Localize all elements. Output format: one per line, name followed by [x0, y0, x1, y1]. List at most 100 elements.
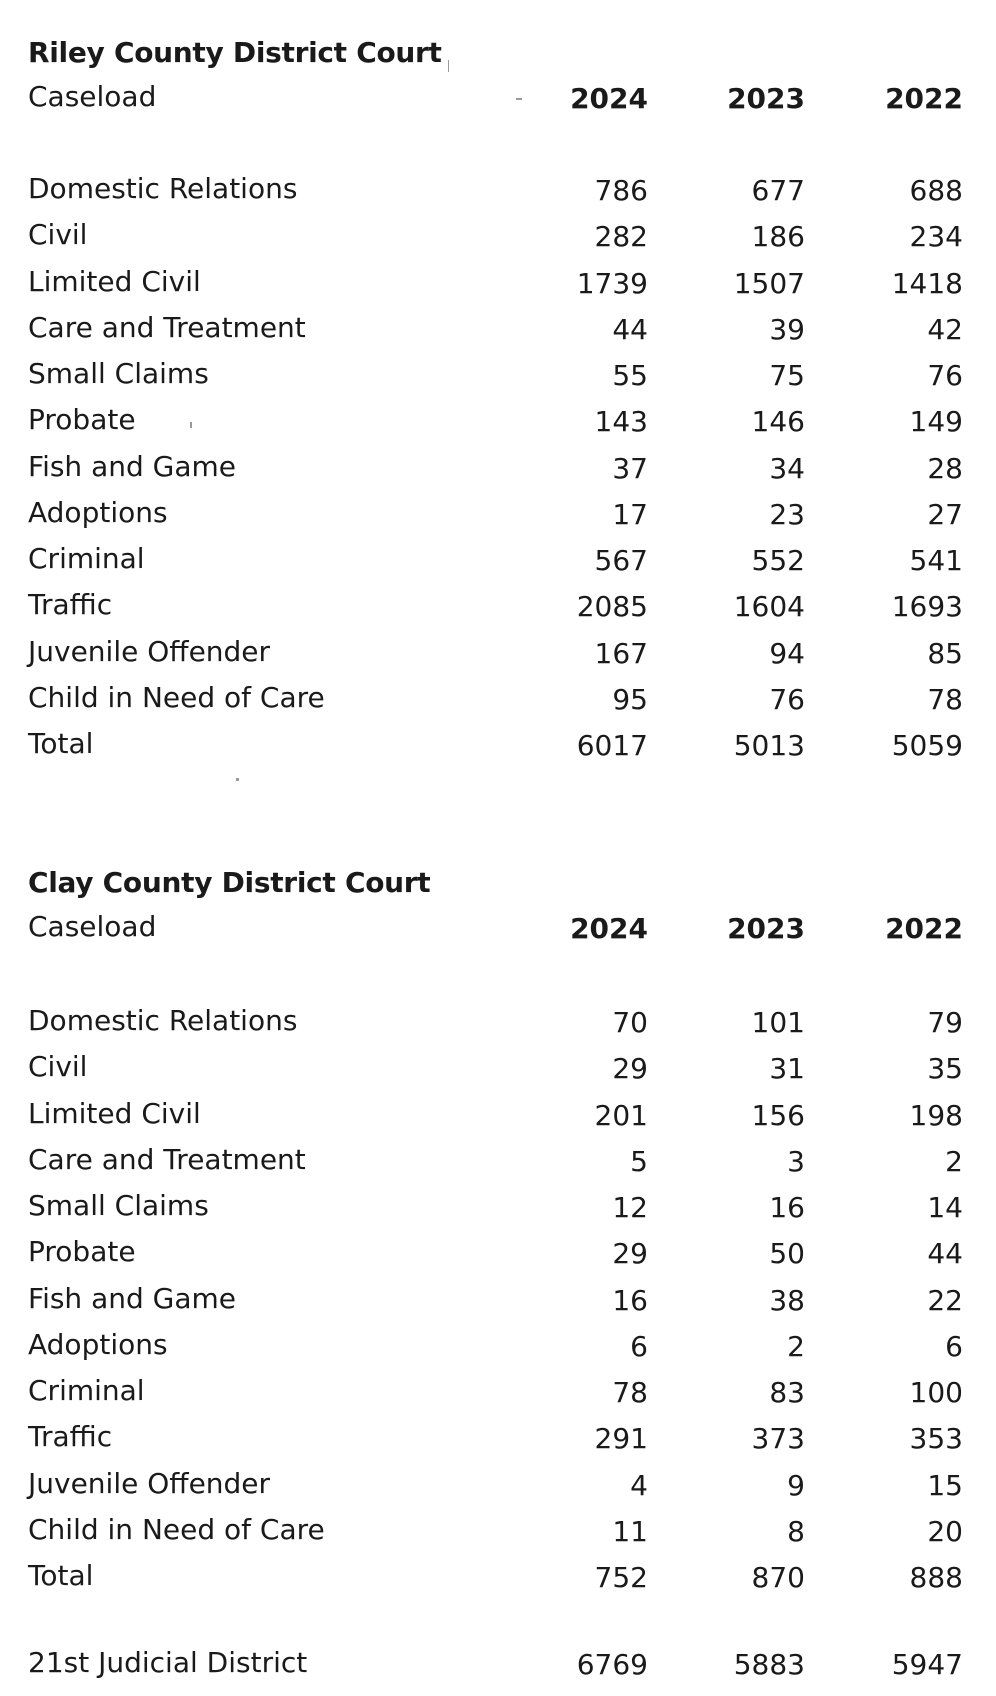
- cell-2024: 167: [594, 636, 648, 670]
- table-row: Adoptions 6 2 6: [0, 1328, 996, 1368]
- cell-2022: 42: [927, 312, 963, 346]
- cell-2024: 5: [630, 1144, 648, 1178]
- table-row: Civil 29 31 35: [0, 1050, 996, 1090]
- riley-year-2023: 2023: [727, 82, 805, 115]
- table-row: Juvenile Offender 4 9 15: [0, 1467, 996, 1507]
- cell-2024: 752: [594, 1561, 648, 1594]
- cell-2023: 9: [787, 1468, 805, 1502]
- scan-speck: [190, 422, 192, 428]
- table-row: Domestic Relations 786 677 688: [0, 172, 996, 212]
- table-row: Domestic Relations 70 101 79: [0, 1004, 996, 1044]
- district-total-row: 21st Judicial District 6769 5883 5947: [0, 1646, 996, 1686]
- row-label: Juvenile Offender: [28, 634, 271, 668]
- riley-county-title: Riley County District Court: [28, 36, 442, 69]
- cell-2022: 78: [927, 682, 963, 716]
- row-label: Adoptions: [28, 1327, 168, 1361]
- cell-2024: 291: [594, 1422, 648, 1456]
- cell-2024: 4: [630, 1468, 648, 1502]
- clay-caseload-label: Caseload: [28, 910, 157, 943]
- clay-year-2023: 2023: [727, 912, 805, 945]
- riley-year-2022: 2022: [885, 82, 963, 115]
- cell-2023: 94: [769, 636, 805, 670]
- cell-2022: 27: [927, 497, 963, 531]
- row-label: Juvenile Offender: [28, 1466, 271, 1500]
- cell-2022: 234: [909, 220, 963, 254]
- cell-2024: 143: [594, 405, 648, 439]
- district-total-2023: 5883: [733, 1648, 805, 1681]
- cell-2024: 29: [612, 1237, 648, 1271]
- cell-2023: 38: [769, 1283, 805, 1317]
- cell-2023: 373: [751, 1422, 805, 1456]
- cell-2024: 282: [594, 220, 648, 254]
- cell-2024: 201: [594, 1098, 648, 1132]
- cell-2023: 146: [751, 405, 805, 439]
- table-row: Fish and Game 37 34 28: [0, 450, 996, 490]
- row-label: Child in Need of Care: [28, 680, 325, 714]
- cell-2024: 70: [612, 1006, 648, 1039]
- cell-2023: 76: [769, 682, 805, 716]
- cell-2024: 6017: [576, 729, 648, 762]
- cell-2022: 85: [927, 636, 963, 670]
- cell-2024: 567: [594, 544, 648, 577]
- cell-2022: 2: [945, 1144, 963, 1178]
- cell-2024: 44: [612, 312, 648, 346]
- district-total-2022: 5947: [891, 1648, 963, 1681]
- riley-caseload-label: Caseload: [28, 80, 157, 113]
- cell-2023: 34: [769, 451, 805, 485]
- cell-2024: 17: [612, 497, 648, 531]
- row-label: Criminal: [28, 1374, 145, 1407]
- table-row: Care and Treatment 44 39 42: [0, 311, 996, 351]
- row-label: Limited Civil: [28, 264, 201, 298]
- table-row: Fish and Game 16 38 22: [0, 1282, 996, 1322]
- cell-2023: 5013: [733, 729, 805, 762]
- cell-2024: 2085: [576, 590, 648, 624]
- cell-2023: 23: [769, 497, 805, 531]
- cell-2022: 6: [945, 1329, 963, 1363]
- table-row: Traffic 2085 1604 1693: [0, 588, 996, 628]
- cell-2022: 1418: [891, 266, 963, 300]
- cell-2022: 28: [927, 451, 963, 485]
- cell-2022: 35: [927, 1052, 963, 1086]
- cell-2024: 95: [612, 682, 648, 716]
- row-label: Civil: [28, 218, 88, 252]
- cell-2022: 14: [927, 1191, 963, 1224]
- district-total-2024: 6769: [576, 1648, 648, 1681]
- table-row: Probate 29 50 44: [0, 1235, 996, 1275]
- cell-2022: 79: [927, 1006, 963, 1039]
- table-row: Limited Civil 1739 1507 1418: [0, 265, 996, 305]
- table-row: Total 6017 5013 5059: [0, 727, 996, 767]
- row-label: Total: [28, 1559, 94, 1592]
- row-label: Domestic Relations: [28, 1004, 298, 1037]
- table-row: Limited Civil 201 156 198: [0, 1097, 996, 1137]
- district-total-label: 21st Judicial District: [28, 1646, 308, 1679]
- clay-year-2024: 2024: [570, 912, 648, 945]
- cell-2022: 1693: [891, 590, 963, 624]
- table-row: Total 752 870 888: [0, 1559, 996, 1599]
- cell-2022: 5059: [891, 729, 963, 762]
- cell-2022: 44: [927, 1237, 963, 1271]
- cell-2023: 50: [769, 1237, 805, 1271]
- cell-2022: 22: [927, 1283, 963, 1317]
- cell-2022: 20: [927, 1514, 963, 1548]
- cell-2022: 15: [927, 1468, 963, 1502]
- row-label: Probate: [28, 1235, 136, 1269]
- clay-year-2022: 2022: [885, 912, 963, 945]
- cell-2023: 83: [769, 1376, 805, 1409]
- row-label: Criminal: [28, 542, 145, 575]
- row-label: Total: [28, 727, 94, 760]
- cell-2024: 1739: [576, 266, 648, 300]
- row-label: Traffic: [28, 588, 113, 622]
- cell-2023: 1604: [733, 590, 805, 624]
- cell-2023: 31: [769, 1052, 805, 1086]
- cell-2023: 39: [769, 312, 805, 346]
- cell-2024: 78: [612, 1376, 648, 1409]
- cell-2022: 688: [909, 174, 963, 207]
- cell-2023: 1507: [733, 266, 805, 300]
- row-label: Fish and Game: [28, 449, 237, 483]
- row-label: Civil: [28, 1050, 88, 1084]
- cell-2023: 75: [769, 359, 805, 392]
- row-label: Domestic Relations: [28, 172, 298, 205]
- scan-speck: [516, 98, 522, 100]
- cell-2024: 6: [630, 1329, 648, 1363]
- cell-2023: 870: [751, 1561, 805, 1594]
